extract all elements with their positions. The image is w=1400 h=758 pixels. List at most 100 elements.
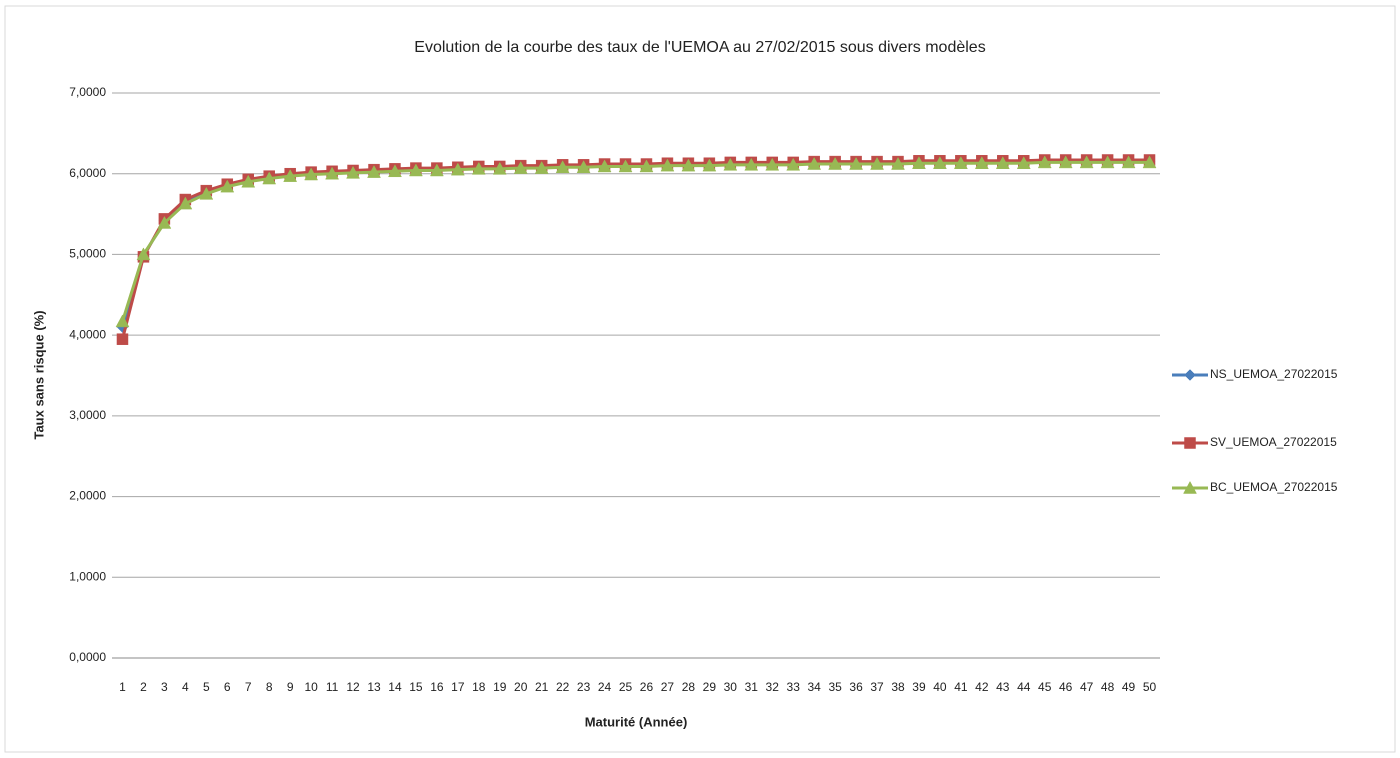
point <box>304 167 319 181</box>
point <box>1142 155 1157 169</box>
point <box>828 157 843 170</box>
x-tick-label: 21 <box>535 680 549 694</box>
y-tick-label: 2,0000 <box>69 489 106 503</box>
x-tick-label: 3 <box>161 680 168 694</box>
point <box>702 158 717 172</box>
x-tick-label: 45 <box>1038 680 1052 694</box>
point <box>388 164 402 178</box>
x-tick-label: 34 <box>807 680 821 694</box>
point <box>576 160 591 174</box>
x-tick-label: 16 <box>430 680 444 694</box>
point <box>1016 156 1031 169</box>
x-tick-label: 50 <box>1143 680 1157 694</box>
x-tick-label: 17 <box>451 680 465 694</box>
chart-title: Evolution de la courbe des taux de l'UEM… <box>414 39 985 56</box>
x-tick-label: 18 <box>472 680 486 694</box>
point <box>555 160 570 174</box>
x-tick-label: 41 <box>954 680 968 694</box>
x-tick-label: 6 <box>224 680 231 694</box>
x-tick-label: 22 <box>556 680 570 694</box>
x-axis-title: Maturité (Année) <box>585 714 688 729</box>
x-tick-label: 39 <box>912 680 926 694</box>
point <box>618 159 633 173</box>
point <box>597 159 612 173</box>
x-tick-label: 42 <box>975 680 989 694</box>
y-tick-label: 4,0000 <box>69 327 106 341</box>
point <box>115 314 130 328</box>
point <box>262 171 277 185</box>
x-tick-label: 12 <box>346 680 360 694</box>
x-tick-label: 38 <box>891 680 905 694</box>
x-tick-label: 24 <box>598 680 612 694</box>
point <box>471 161 486 175</box>
x-tick-label: 14 <box>388 680 402 694</box>
point <box>1037 155 1052 169</box>
point <box>409 163 423 177</box>
point <box>199 186 214 200</box>
y-axis-title: Taux sans risque (%) <box>31 310 46 439</box>
point <box>513 161 528 174</box>
point <box>786 157 801 171</box>
point <box>1100 155 1115 169</box>
x-tick-label: 29 <box>703 680 717 694</box>
point <box>723 157 738 171</box>
x-tick-label: 19 <box>493 680 507 694</box>
x-tick-label: 23 <box>577 680 591 694</box>
point <box>367 165 381 178</box>
x-tick-label: 5 <box>203 680 210 694</box>
x-tick-label: 46 <box>1059 680 1073 694</box>
point <box>660 158 675 172</box>
point <box>157 215 172 229</box>
point <box>933 156 947 169</box>
chart-border <box>4 5 1396 753</box>
point <box>639 159 654 173</box>
point <box>429 163 444 177</box>
point <box>995 156 1010 169</box>
x-tick-label: 27 <box>661 680 675 694</box>
legend-marker <box>1183 480 1197 494</box>
point <box>178 196 193 210</box>
point <box>1058 155 1073 169</box>
x-tick-label: 4 <box>182 680 189 694</box>
point <box>870 157 884 170</box>
x-tick-label: 1 <box>119 680 126 694</box>
point <box>765 157 780 171</box>
x-tick-label: 2 <box>140 680 147 694</box>
point <box>1121 155 1136 169</box>
y-tick-label: 6,0000 <box>69 166 106 180</box>
point <box>953 156 968 169</box>
point <box>241 174 256 188</box>
x-tick-label: 32 <box>766 680 780 694</box>
x-tick-label: 47 <box>1080 680 1094 694</box>
x-tick-label: 44 <box>1017 680 1031 694</box>
point <box>891 157 905 170</box>
x-tick-label: 11 <box>326 680 339 694</box>
x-tick-label: 13 <box>367 680 381 694</box>
point <box>220 179 235 193</box>
x-tick-label: 20 <box>514 680 528 694</box>
x-tick-label: 48 <box>1101 680 1115 694</box>
y-tick-label: 1,0000 <box>69 569 106 583</box>
x-tick-label: 35 <box>828 680 842 694</box>
x-tick-label: 37 <box>870 680 884 694</box>
point <box>1079 155 1094 169</box>
point <box>325 166 339 180</box>
x-tick-label: 36 <box>849 680 863 694</box>
x-tick-label: 7 <box>245 680 252 694</box>
legend-marker <box>1184 369 1196 381</box>
x-tick-label: 9 <box>287 680 294 694</box>
x-tick-label: 33 <box>787 680 801 694</box>
point <box>450 162 465 176</box>
legend-label: BC_UEMOA_27022015 <box>1210 480 1338 494</box>
x-tick-label: 28 <box>682 680 696 694</box>
legend-marker <box>1184 437 1196 449</box>
point <box>807 157 822 170</box>
point <box>849 157 863 170</box>
x-tick-label: 40 <box>933 680 947 694</box>
x-tick-label: 26 <box>640 680 654 694</box>
x-tick-label: 30 <box>724 680 738 694</box>
point <box>912 156 926 169</box>
x-tick-label: 31 <box>745 680 759 694</box>
x-tick-label: 10 <box>304 680 318 694</box>
